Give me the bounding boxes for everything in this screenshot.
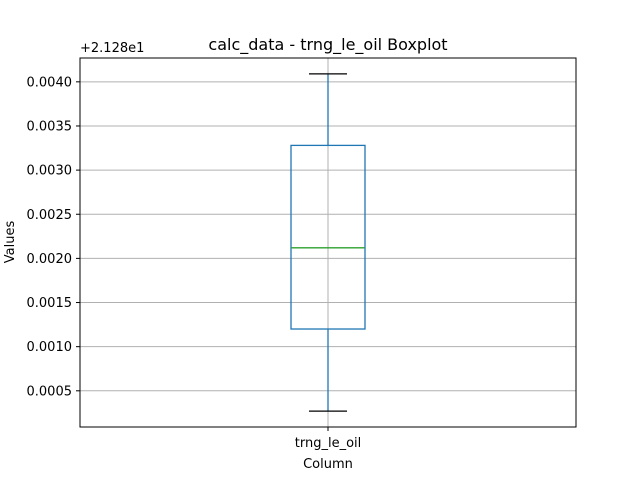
y-axis-label: Values bbox=[3, 221, 18, 264]
y-tick-label: 0.0035 bbox=[27, 119, 73, 134]
y-offset-label: +2.128e1 bbox=[80, 41, 144, 56]
y-tick-label: 0.0025 bbox=[27, 208, 73, 223]
y-tick-label: 0.0030 bbox=[27, 164, 73, 179]
y-tick-label: 0.0010 bbox=[27, 340, 73, 355]
box-layer bbox=[290, 73, 366, 412]
y-tick-label: 0.0040 bbox=[27, 75, 73, 90]
y-tick-label: 0.0005 bbox=[27, 384, 73, 399]
y-axis-ticks: 0.0005 0.0010 0.0015 0.0020 0.0025 0.0030 0.00… bbox=[27, 75, 80, 399]
iqr-box bbox=[290, 144, 366, 330]
y-tick-label: 0.0015 bbox=[27, 296, 73, 311]
grid-layer bbox=[80, 58, 576, 427]
x-axis-label: Column bbox=[303, 457, 353, 472]
x-tick-label: trng_le_oil bbox=[295, 436, 362, 451]
chart-title: calc_data - trng_le_oil Boxplot bbox=[208, 35, 447, 55]
y-tick-label: 0.0020 bbox=[27, 252, 73, 267]
x-axis-ticks: trng_le_oil bbox=[295, 427, 362, 451]
